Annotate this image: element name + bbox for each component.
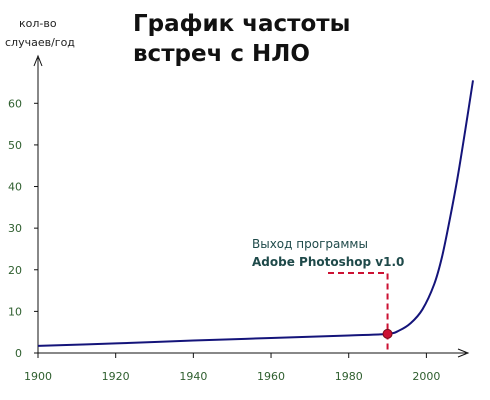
y-axis-label-line-2: случаев/год	[5, 36, 75, 49]
y-tick-label: 50	[8, 139, 22, 152]
x-tick-label: 1900	[24, 370, 52, 383]
chart-title-line-2: встреч с НЛО	[133, 41, 310, 67]
annotation-text-line-1: Выход программы	[252, 237, 368, 251]
chart-title: График частоты встреч с НЛО	[133, 11, 350, 67]
x-tick-label: 1920	[102, 370, 130, 383]
y-axis-arrow-icon	[33, 54, 43, 67]
annotation-marker-point	[382, 328, 393, 339]
annotations: Выход программы Adobe Photoshop v1.0	[252, 237, 404, 353]
y-tick-label: 10	[8, 305, 22, 318]
chart-title-line-1: График частоты	[133, 11, 350, 37]
y-tick-label: 40	[8, 181, 22, 194]
annotation-leader-line	[328, 272, 389, 353]
y-axis-label-line-1: кол-во	[19, 17, 57, 30]
series-line	[37, 80, 474, 347]
y-tick-label: 60	[8, 97, 22, 110]
x-tick-label: 2000	[412, 370, 440, 383]
x-axis-arrow-icon	[457, 348, 470, 358]
y-tick-label: 20	[8, 264, 22, 277]
series	[37, 80, 474, 347]
y-axis-label: кол-во случаев/год	[5, 17, 75, 49]
x-tick-label: 1940	[179, 370, 207, 383]
x-tick-label: 1960	[257, 370, 285, 383]
axes	[33, 54, 470, 358]
ticks: 0 10 20 30 40 50 60 1900 1920 1940 1960 1980 2000	[8, 97, 440, 383]
x-tick-label: 1980	[335, 370, 363, 383]
annotation-text-line-2: Adobe Photoshop v1.0	[252, 255, 404, 269]
y-tick-label: 0	[15, 347, 22, 360]
y-tick-label: 30	[8, 222, 22, 235]
